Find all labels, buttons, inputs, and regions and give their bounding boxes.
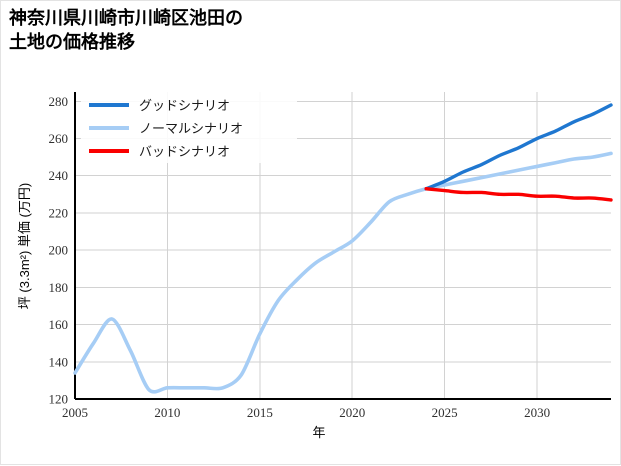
- x-tick-label: 2020: [339, 405, 365, 420]
- x-tick-label: 2030: [524, 405, 550, 420]
- legend-label[interactable]: ノーマルシナリオ: [139, 121, 243, 136]
- x-tick-label: 2010: [154, 405, 180, 420]
- x-tick-label: 2025: [432, 405, 458, 420]
- x-axis-title: 年: [312, 425, 325, 440]
- series-paths: [73, 103, 613, 394]
- y-tick-label: 280: [49, 94, 69, 109]
- legend-label[interactable]: グッドシナリオ: [139, 98, 230, 113]
- page-title: 神奈川県川崎市川崎区池田の 土地の価格推移: [9, 8, 243, 52]
- x-tick-label: 2005: [62, 405, 88, 420]
- y-tick-label: 120: [49, 392, 69, 407]
- series-line-bad: [424, 187, 613, 202]
- legend-label[interactable]: バッドシナリオ: [139, 144, 230, 159]
- y-tick-label: 240: [49, 168, 69, 183]
- y-tick-label: 220: [49, 205, 69, 220]
- series-line-good: [424, 103, 613, 191]
- y-tick-label: 180: [49, 280, 69, 295]
- y-tick-label: 200: [49, 243, 69, 258]
- y-tick-label: 260: [49, 131, 69, 146]
- y-axis-title: 坪 (3.3m²) 単価 (万円): [17, 183, 32, 309]
- y-tick-label: 140: [49, 354, 69, 369]
- y-tick-label: 160: [49, 317, 69, 332]
- x-tick-label: 2015: [247, 405, 273, 420]
- y-tick-labels: 120 140 160 180 200 220 240 260 280: [49, 94, 69, 407]
- series-line-normal: [73, 151, 613, 394]
- x-tick-labels: 2005 2010 2015 2020 2025 2030: [62, 405, 550, 420]
